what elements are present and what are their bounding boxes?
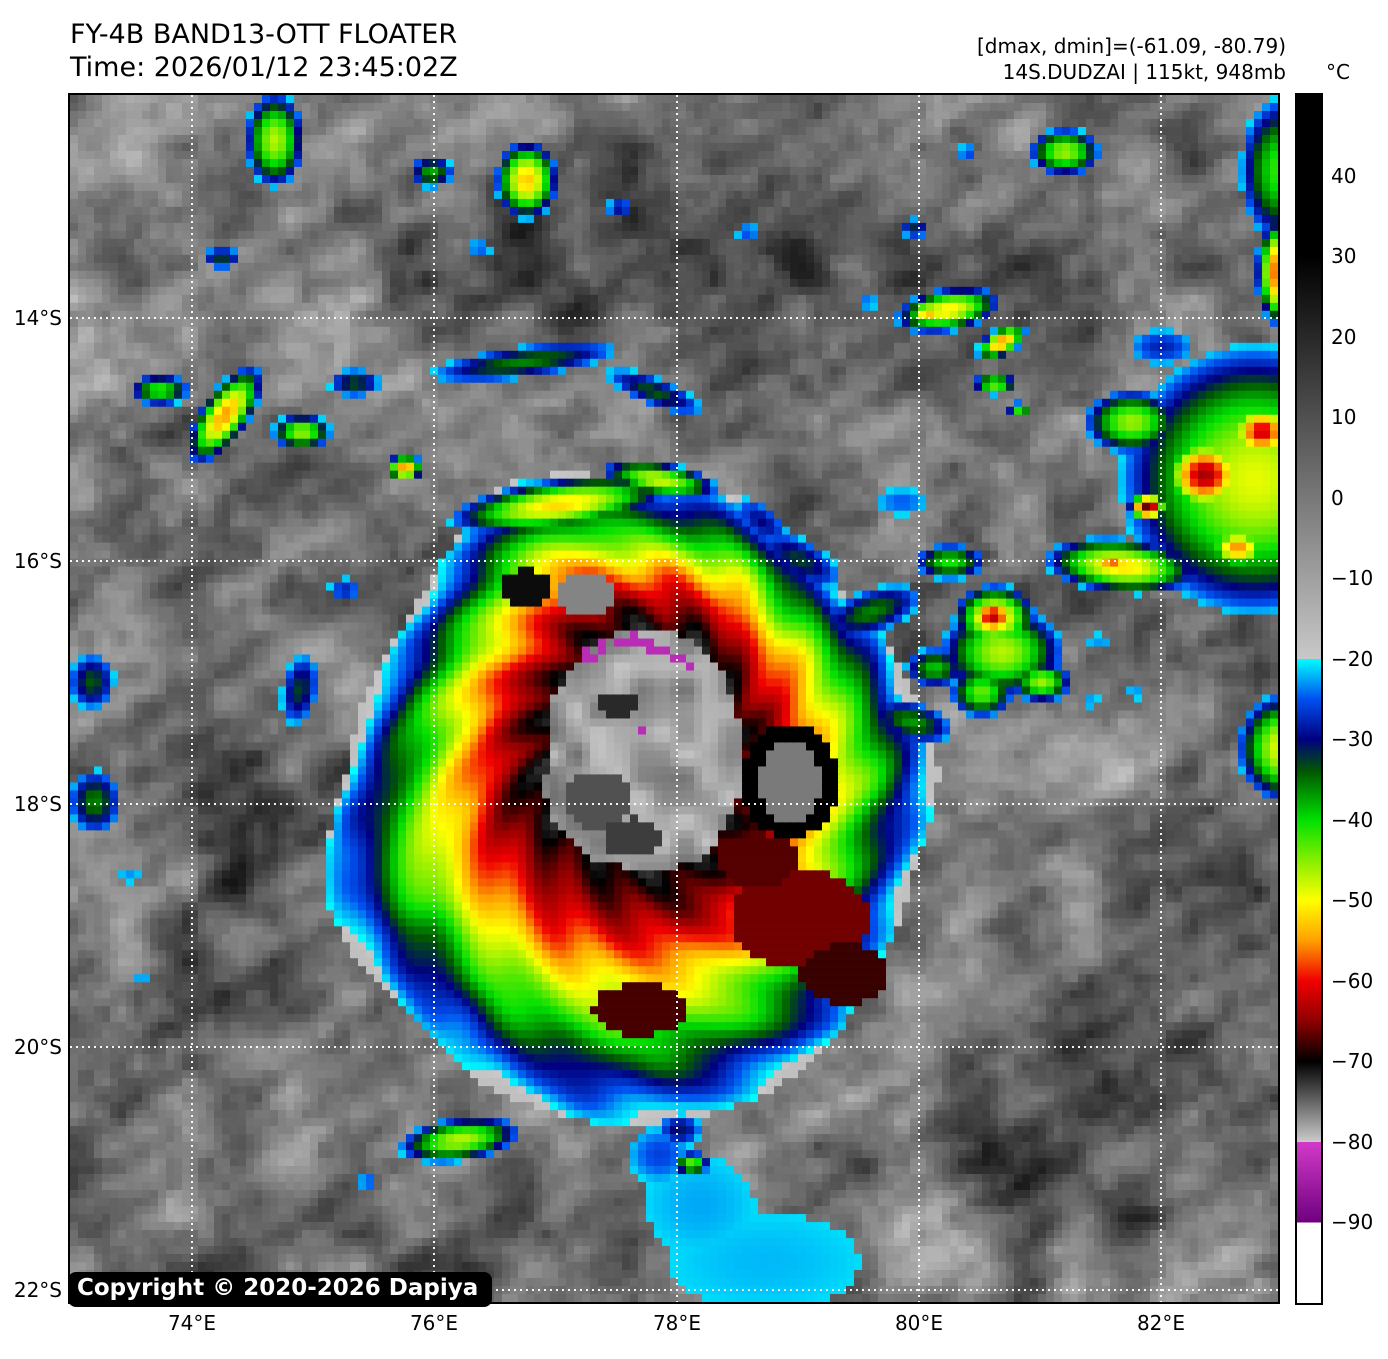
- lon-tick-label: 82°E: [1136, 1311, 1186, 1335]
- gridline-lat: [70, 1289, 1278, 1291]
- timestamp: Time: 2026/01/12 23:45:02Z: [70, 52, 458, 83]
- gridline-lat: [70, 803, 1278, 805]
- lat-tick-label: 22°S: [13, 1278, 62, 1302]
- lat-tick-label: 14°S: [13, 306, 62, 330]
- lat-tick-label: 16°S: [13, 549, 62, 573]
- product-title: FY-4B BAND13-OTT FLOATER: [70, 19, 458, 50]
- gridline-lon: [191, 95, 193, 1302]
- storm-intensity-readout: 14S.DUDZAI | 115kt, 948mb: [1002, 60, 1286, 84]
- info-block: [dmax, dmin]=(-61.09, -80.79) 14S.DUDZAI…: [977, 33, 1286, 85]
- colorbar-tick-label: −50: [1331, 888, 1374, 913]
- colorbar-tick-label: −90: [1331, 1210, 1374, 1235]
- lon-tick-label: 76°E: [409, 1311, 459, 1335]
- colorbar-tick-label: 10: [1331, 405, 1357, 430]
- colorbar-tick-label: 0: [1331, 485, 1344, 510]
- satellite-map: Copyright © 2020-2026 Dapiya: [68, 93, 1280, 1307]
- gridline-lon: [1160, 95, 1162, 1302]
- gridline-lat: [70, 560, 1278, 562]
- colorbar-tick-label: −60: [1331, 968, 1374, 993]
- colorbar-tick-label: −10: [1331, 566, 1374, 591]
- lat-tick-label: 20°S: [13, 1035, 62, 1059]
- colorbar-tick-label: 30: [1331, 244, 1357, 269]
- colorbar-tick-label: 40: [1331, 163, 1357, 188]
- lat-tick-label: 18°S: [13, 792, 62, 816]
- title-block: FY-4B BAND13-OTT FLOATER Time: 2026/01/1…: [70, 18, 458, 84]
- gridline-lat: [70, 317, 1278, 319]
- colorbar-tick-label: −80: [1331, 1129, 1374, 1154]
- lon-tick-label: 74°E: [167, 1311, 217, 1335]
- colorbar-unit-label: °C: [1326, 60, 1350, 84]
- gridline-lon: [676, 95, 678, 1302]
- lon-tick-label: 78°E: [652, 1311, 702, 1335]
- satellite-canvas: [70, 95, 1278, 1302]
- lon-tick-label: 80°E: [894, 1311, 944, 1335]
- temperature-colorbar: [1295, 93, 1323, 1305]
- colorbar-tick-label: 20: [1331, 324, 1357, 349]
- gridline-lon: [433, 95, 435, 1302]
- gridline-lon: [918, 95, 920, 1302]
- dmax-dmin-readout: [dmax, dmin]=(-61.09, -80.79): [976, 34, 1286, 58]
- colorbar-tick-label: −30: [1331, 727, 1374, 752]
- colorbar-tick-label: −20: [1331, 646, 1374, 671]
- colorbar-tick-label: −70: [1331, 1049, 1374, 1074]
- copyright-badge: Copyright © 2020-2026 Dapiya: [68, 1272, 493, 1307]
- colorbar-tick-label: −40: [1331, 807, 1374, 832]
- gridline-lat: [70, 1046, 1278, 1048]
